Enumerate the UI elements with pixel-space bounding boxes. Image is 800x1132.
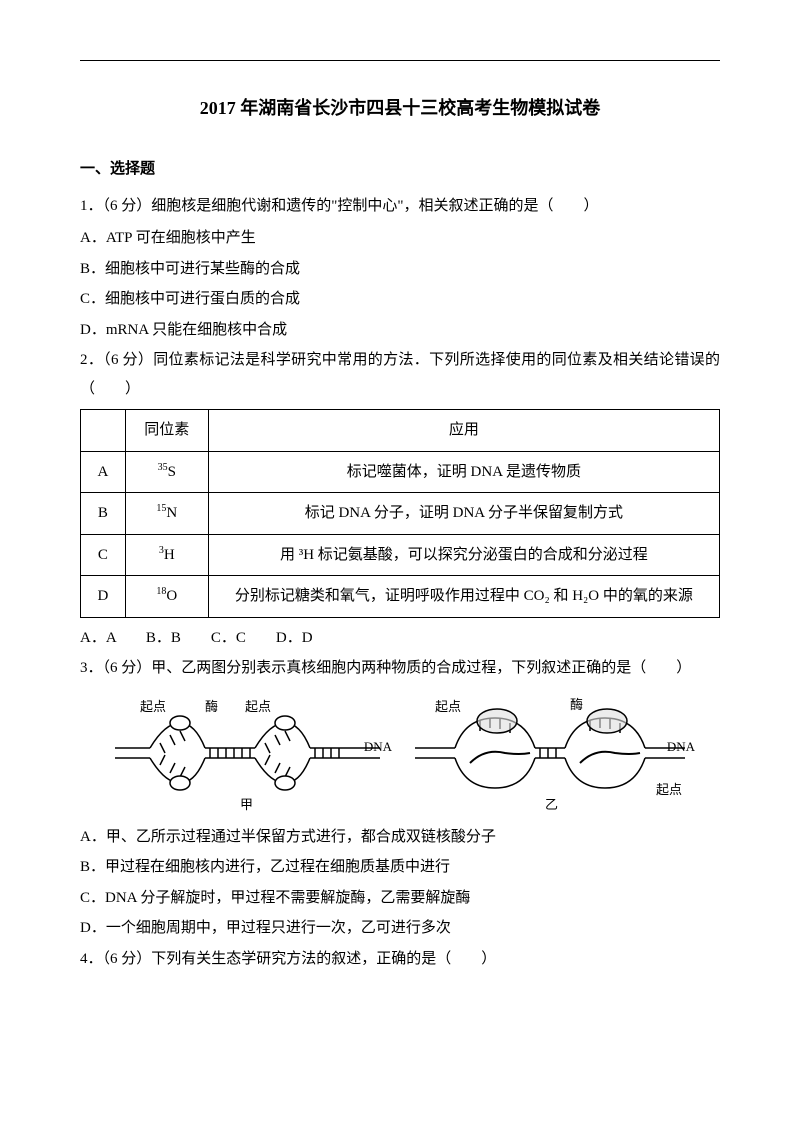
row-app: 用 ³H 标记氨基酸，可以探究分泌蛋白的合成和分泌过程 <box>208 534 719 576</box>
table-row: B 15N 标记 DNA 分子，证明 DNA 分子半保留复制方式 <box>81 493 720 535</box>
label-qidian: 起点 <box>245 695 271 720</box>
label-qidian: 起点 <box>656 778 682 803</box>
label-qidian: 起点 <box>435 695 461 720</box>
row-isotope: 18O <box>125 576 208 618</box>
label-dna: DNA <box>667 735 695 760</box>
label-mei: 酶 <box>205 695 218 720</box>
row-isotope: 35S <box>125 451 208 493</box>
q1-option-d: D．mRNA 只能在细胞核中合成 <box>80 316 720 345</box>
label-caption-jia: 甲 <box>240 793 253 818</box>
row-app: 分别标记糖类和氧气，证明呼吸作用过程中 CO₂ 和 H₂O 中的氧的来源 <box>208 576 719 618</box>
label-dna: DNA <box>364 735 392 760</box>
row-isotope: 3H <box>125 534 208 576</box>
q3-diagram-yi: 起点 酶 DNA 起点 乙 <box>410 693 690 813</box>
row-label: D <box>81 576 126 618</box>
q4-stem: 4．（6 分）下列有关生态学研究方法的叙述，正确的是（ ） <box>80 945 720 974</box>
q3-option-a: A．甲、乙所示过程通过半保留方式进行，都合成双链核酸分子 <box>80 823 720 852</box>
table-row: D 18O 分别标记糖类和氧气，证明呼吸作用过程中 CO₂ 和 H₂O 中的氧的… <box>81 576 720 618</box>
q3-stem: 3．（6 分）甲、乙两图分别表示真核细胞内两种物质的合成过程，下列叙述正确的是（… <box>80 654 720 683</box>
row-isotope: 15N <box>125 493 208 535</box>
q3-diagram-jia: 起点 酶 起点 DNA 甲 <box>110 693 390 813</box>
row-app: 标记噬菌体，证明 DNA 是遗传物质 <box>208 451 719 493</box>
q1-option-c: C．细胞核中可进行蛋白质的合成 <box>80 285 720 314</box>
q2-options-inline: A．A B．B C．C D．D <box>80 624 720 653</box>
table-row: C 3H 用 ³H 标记氨基酸，可以探究分泌蛋白的合成和分泌过程 <box>81 534 720 576</box>
q3-option-c: C．DNA 分子解旋时，甲过程不需要解旋酶，乙需要解旋酶 <box>80 884 720 913</box>
label-qidian: 起点 <box>140 695 166 720</box>
row-app: 标记 DNA 分子，证明 DNA 分子半保留复制方式 <box>208 493 719 535</box>
page-title: 2017 年湖南省长沙市四县十三校高考生物模拟试卷 <box>80 91 720 125</box>
table-head-app: 应用 <box>208 410 719 452</box>
label-caption-yi: 乙 <box>545 793 558 818</box>
q2-stem: 2．（6 分）同位素标记法是科学研究中常用的方法．下列所选择使用的同位素及相关结… <box>80 346 720 403</box>
row-label: C <box>81 534 126 576</box>
label-mei: 酶 <box>570 693 583 718</box>
q3-option-b: B．甲过程在细胞核内进行，乙过程在细胞质基质中进行 <box>80 853 720 882</box>
top-divider <box>80 60 720 61</box>
q2-table: 同位素 应用 A 35S 标记噬菌体，证明 DNA 是遗传物质 B 15N 标记… <box>80 409 720 618</box>
q1-stem: 1．（6 分）细胞核是细胞代谢和遗传的"控制中心"，相关叙述正确的是（ ） <box>80 192 720 221</box>
row-label: B <box>81 493 126 535</box>
table-row: A 35S 标记噬菌体，证明 DNA 是遗传物质 <box>81 451 720 493</box>
q1-option-a: A．ATP 可在细胞核中产生 <box>80 224 720 253</box>
table-head-empty <box>81 410 126 452</box>
row-label: A <box>81 451 126 493</box>
section-header: 一、选择题 <box>80 155 720 184</box>
q3-option-d: D．一个细胞周期中，甲过程只进行一次，乙可进行多次 <box>80 914 720 943</box>
table-head-isotope: 同位素 <box>125 410 208 452</box>
q3-diagram-row: 起点 酶 起点 DNA 甲 <box>80 693 720 813</box>
q1-option-b: B．细胞核中可进行某些酶的合成 <box>80 255 720 284</box>
